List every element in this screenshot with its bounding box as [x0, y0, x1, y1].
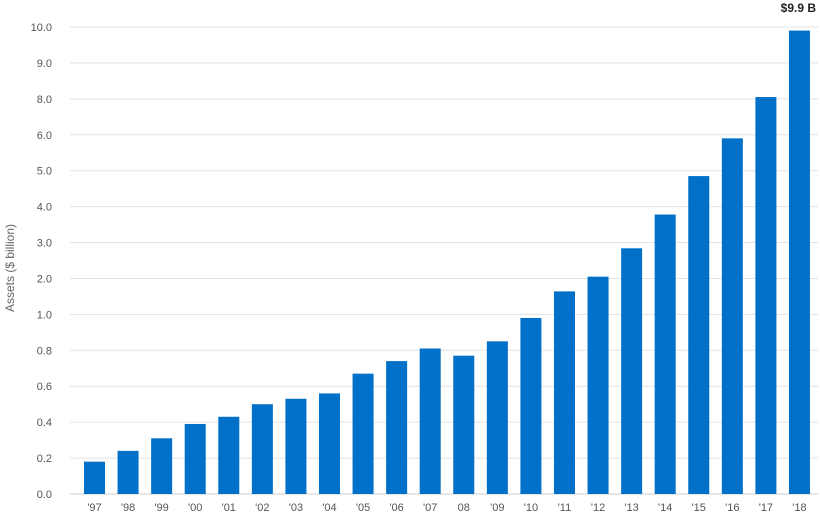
y-tick-label: 0.4: [37, 417, 52, 429]
y-tick-label: 8.0: [37, 94, 52, 106]
bar: [587, 276, 609, 494]
bar: [553, 291, 575, 494]
bar: [654, 214, 676, 494]
bar: [251, 404, 273, 494]
bar: [453, 355, 475, 494]
bar: [486, 341, 508, 494]
x-tick-label: '99: [154, 502, 168, 513]
x-tick-label: '16: [725, 502, 739, 513]
x-tick-label: '12: [591, 502, 605, 513]
bar: [688, 176, 710, 494]
y-tick-label: 9.0: [37, 58, 52, 70]
x-axis-ticks: '97 '98 '99 '00 '01 '02 '03 '04 '05 '06 '07 08 '09 '1…: [87, 502, 806, 513]
bar: [84, 461, 105, 494]
x-tick-label: '06: [389, 502, 403, 513]
x-tick-label: '01: [222, 502, 236, 513]
x-tick-label: '02: [255, 502, 269, 513]
bar: [352, 373, 374, 494]
x-tick-label: '97: [87, 502, 101, 513]
bar: [117, 450, 139, 494]
data-label: $9.9 B: [781, 1, 817, 15]
y-tick-label: 0.8: [37, 345, 52, 357]
x-tick-label: '15: [692, 502, 706, 513]
x-tick-label: '05: [356, 502, 370, 513]
y-tick-label: 5.0: [37, 166, 52, 178]
x-tick-label: '04: [322, 502, 336, 513]
bar: [520, 317, 542, 494]
x-tick-label: '09: [490, 502, 504, 513]
bar: [386, 361, 408, 494]
x-tick-label: '07: [423, 502, 437, 513]
x-tick-label: '03: [289, 502, 303, 513]
x-tick-label: '14: [658, 502, 672, 513]
bar: [318, 393, 340, 494]
y-tick-label: 10.0: [31, 22, 52, 34]
y-tick-label: 6.0: [37, 130, 52, 142]
y-tick-label: 3.0: [37, 238, 52, 250]
bar: [788, 30, 810, 495]
bar: [755, 97, 777, 495]
bar: [285, 398, 307, 494]
bar: [184, 423, 206, 494]
x-tick-label: '11: [558, 502, 572, 513]
y-tick-label: 0.6: [37, 381, 52, 393]
y-axis-title: Assets ($ billion): [3, 224, 17, 312]
bars: [84, 30, 810, 495]
data-labels: $9.9 B: [781, 1, 817, 15]
x-tick-label: '00: [188, 502, 202, 513]
x-tick-label: '10: [524, 502, 538, 513]
x-tick-label: '17: [759, 502, 773, 513]
y-tick-label: 1.0: [37, 309, 52, 321]
gridlines: [70, 26, 818, 495]
bar: [621, 248, 643, 494]
bar: [721, 138, 743, 495]
x-tick-label: '18: [792, 502, 806, 513]
x-tick-label: '13: [624, 502, 638, 513]
y-tick-label: 4.0: [37, 202, 52, 214]
y-tick-label: 2.0: [37, 273, 52, 285]
y-tick-label: 0.2: [37, 453, 52, 465]
bar: [151, 438, 173, 494]
bar: [218, 416, 240, 494]
x-tick-label: '98: [121, 502, 135, 513]
x-tick-label: 08: [458, 502, 470, 513]
y-axis-ticks: 0.0 0.2 0.4 0.6 0.8 1.0 2.0 3.0 4.0 5.0 6.0 8.0 9.0 1…: [31, 22, 52, 501]
bar: [419, 348, 441, 494]
y-tick-label: 0.0: [37, 489, 52, 501]
